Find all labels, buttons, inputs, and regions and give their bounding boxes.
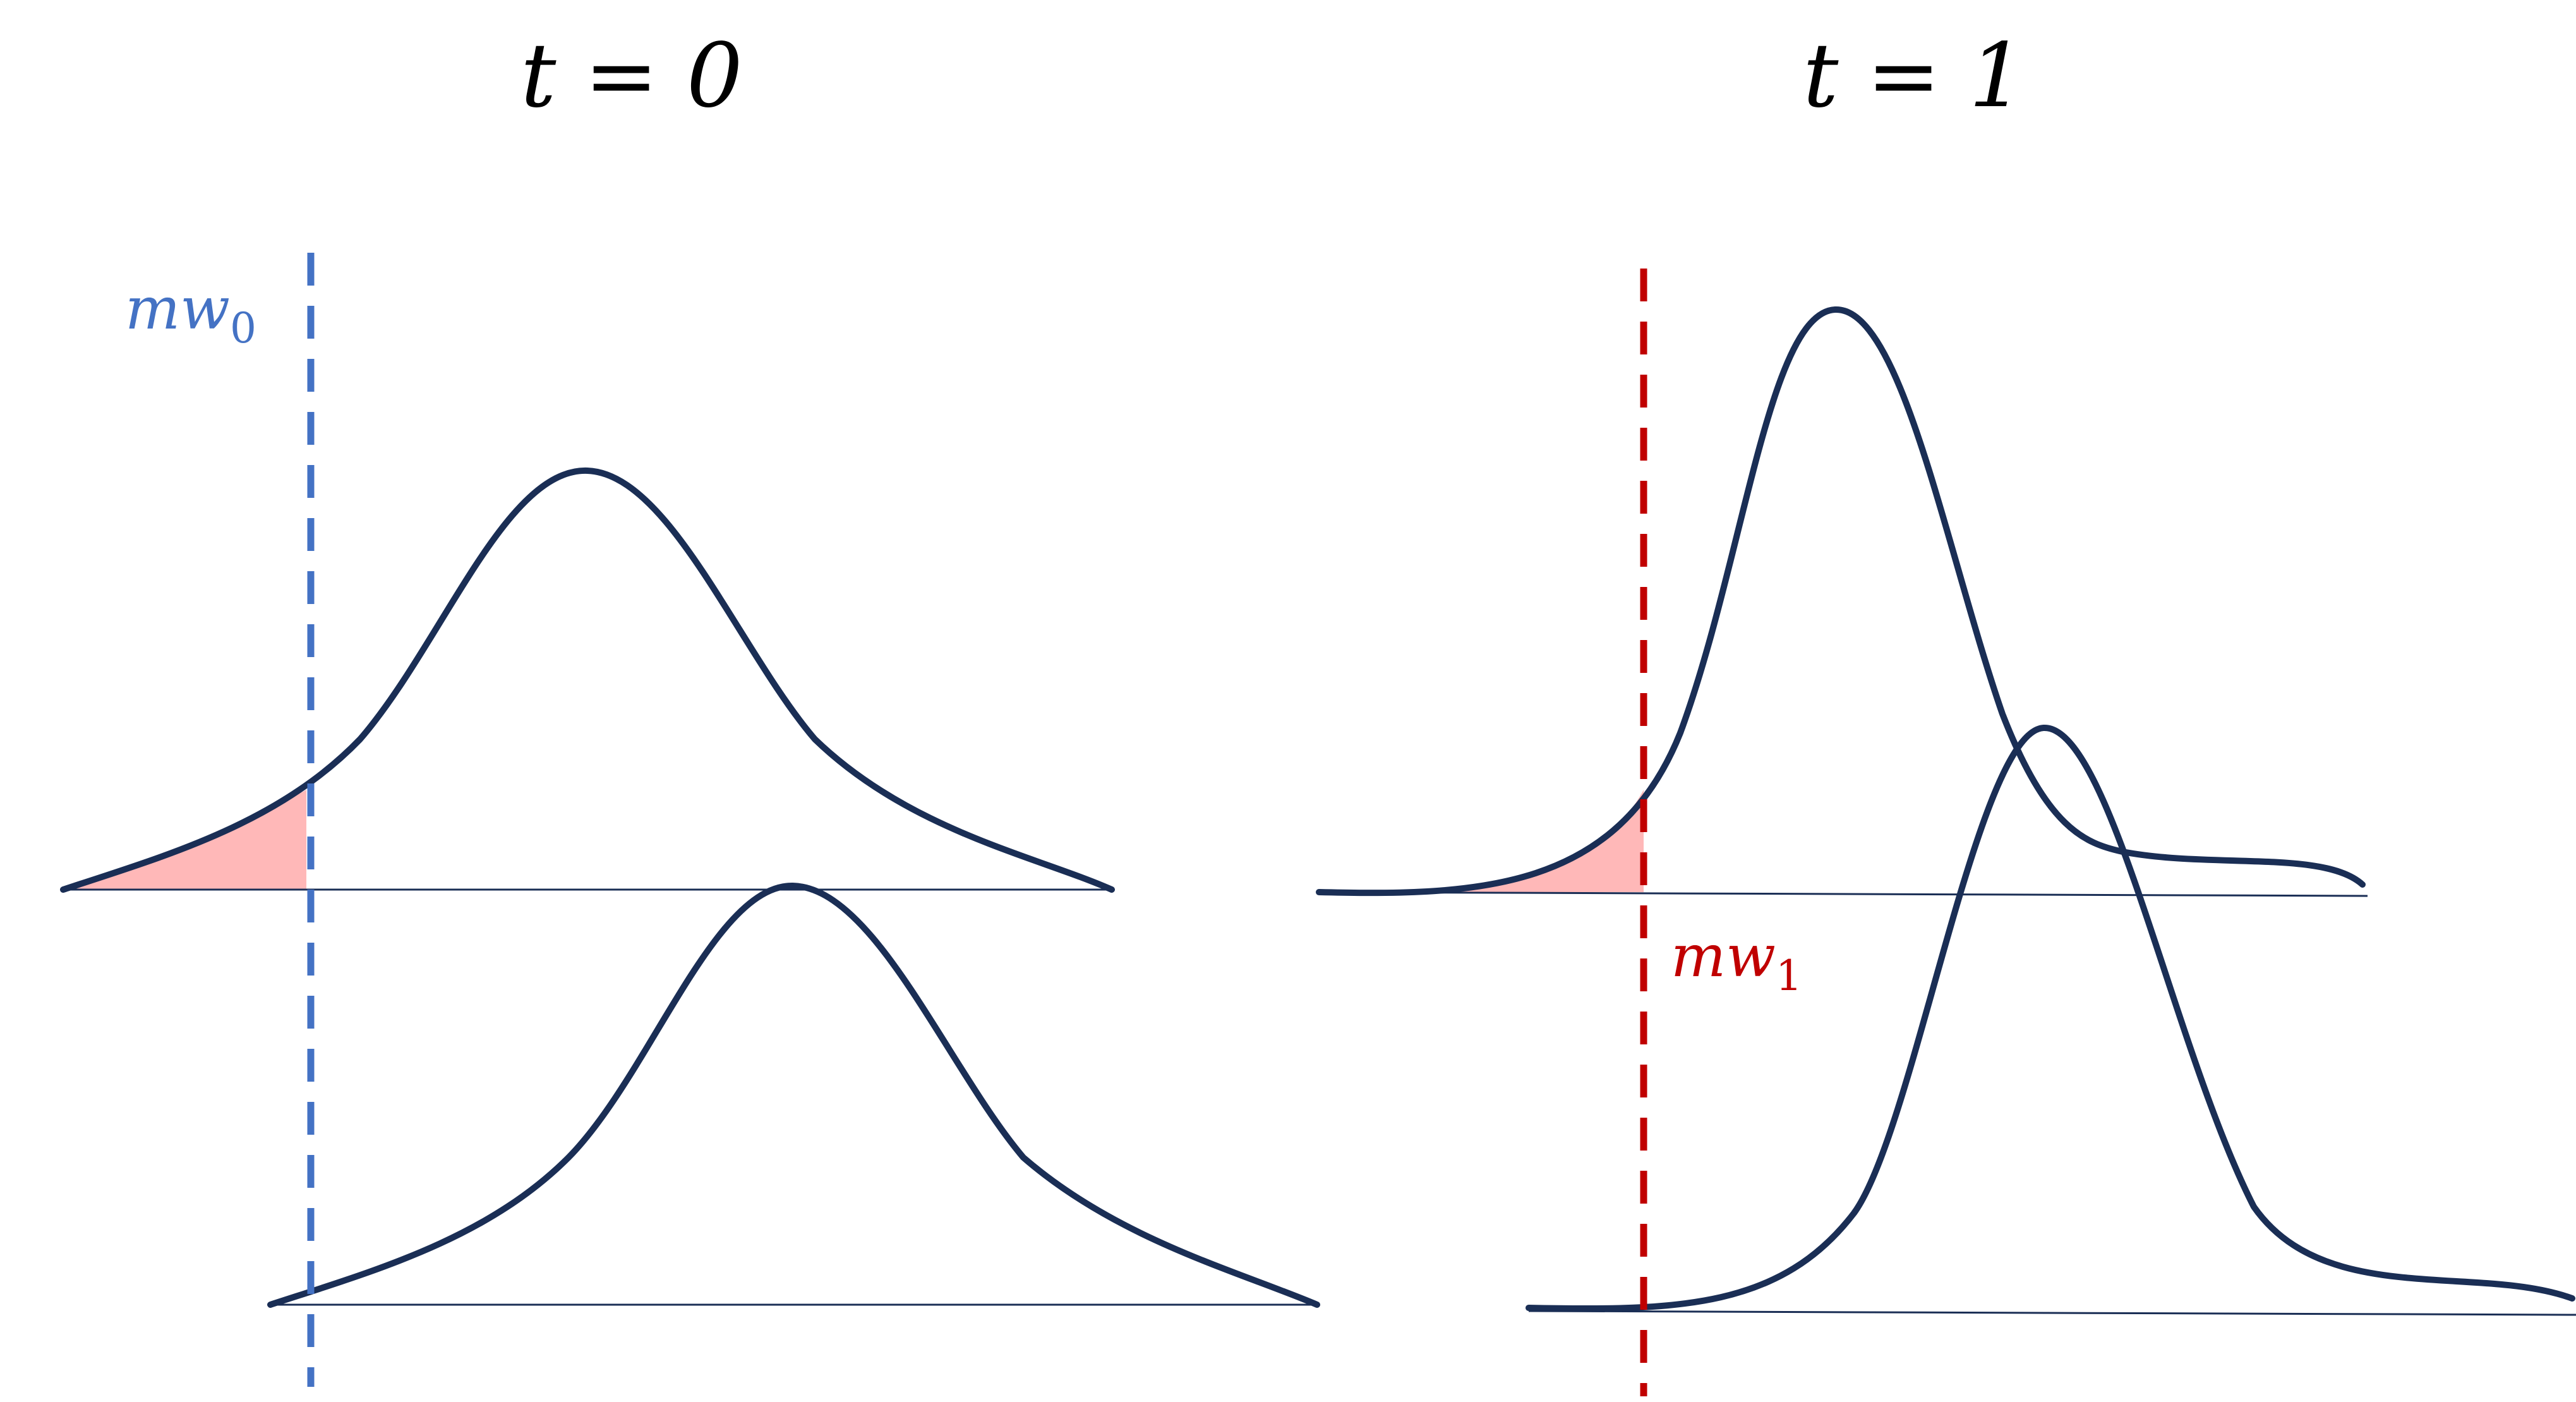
t0-threshold-label: mw0	[125, 275, 256, 353]
panel-t1: t = 1 mw1	[1316, 25, 2576, 1396]
t1-threshold-label: mw1	[1671, 922, 1802, 1000]
panel-t1-title: t = 1	[1803, 25, 2025, 128]
t1-threshold-label-main: mw	[1671, 922, 1776, 990]
t1-bottom-distribution-curve	[1526, 724, 2575, 1312]
t1-top-baseline	[1318, 891, 2368, 897]
t0-threshold-label-sub: 0	[230, 304, 256, 353]
panel-t0: t = 0 mw0	[60, 25, 1320, 1387]
t0-top-distribution-curve	[60, 467, 1115, 893]
panel-t0-title: t = 0	[521, 25, 743, 128]
t1-bottom-baseline	[1528, 1310, 2576, 1316]
t1-shaded-tail-area	[1319, 790, 1644, 893]
t0-bottom-distribution-curve	[267, 882, 1320, 1308]
t1-threshold-label-sub: 1	[1776, 952, 1802, 1000]
t0-shaded-tail-area	[63, 790, 306, 890]
t0-threshold-label-main: mw	[125, 275, 230, 342]
t1-top-distribution-curve	[1316, 306, 2366, 897]
